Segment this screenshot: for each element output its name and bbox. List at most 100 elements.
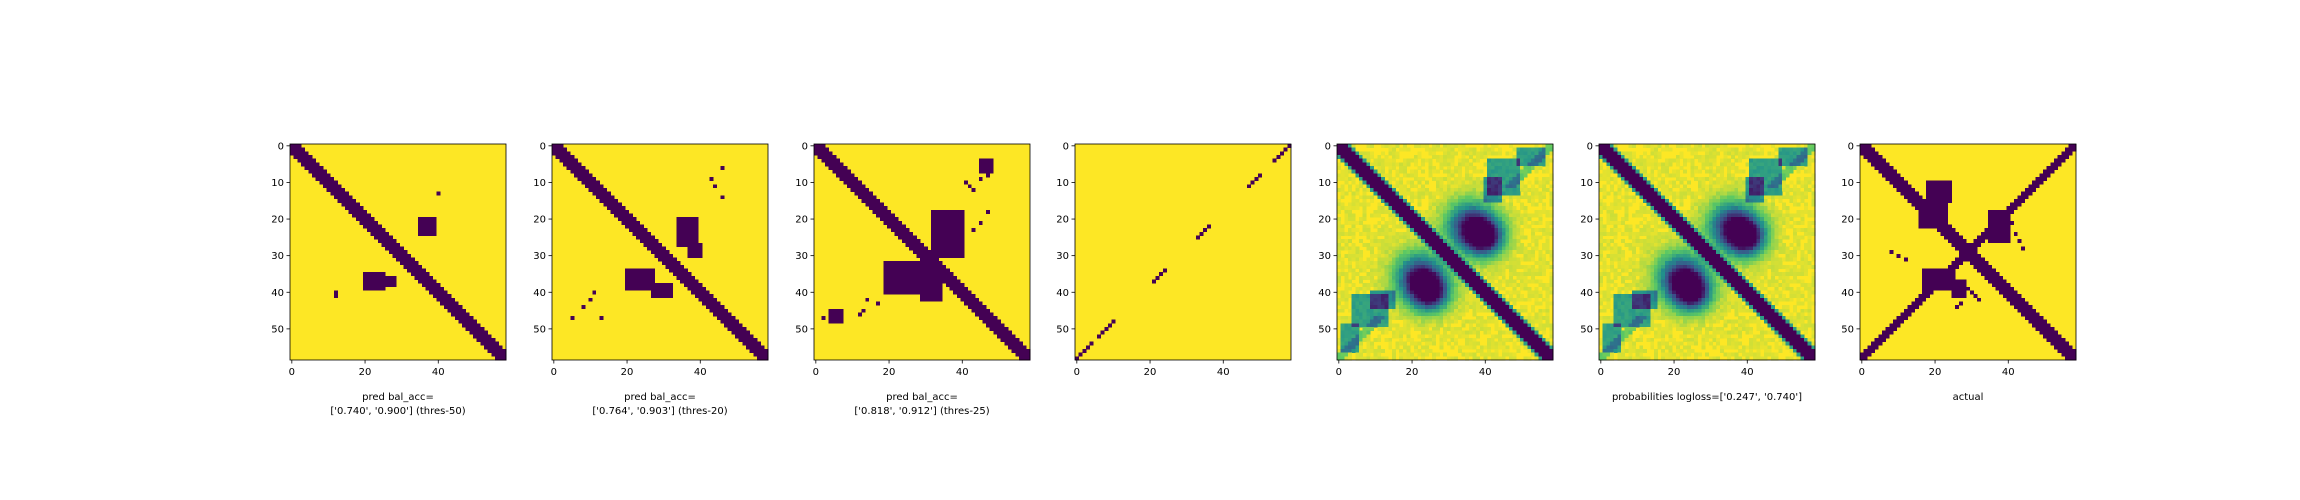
heatmap-cell bbox=[1450, 290, 1455, 295]
heatmap-cell bbox=[1465, 151, 1470, 156]
heatmap-cell bbox=[1337, 257, 1341, 262]
heatmap-cell bbox=[989, 312, 994, 317]
heatmap-cell bbox=[1446, 176, 1451, 181]
heatmap-cell bbox=[1476, 316, 1481, 321]
heatmap-cell bbox=[1402, 158, 1407, 163]
heatmap-cell bbox=[1366, 151, 1371, 156]
heatmap-cell bbox=[1395, 242, 1400, 247]
heatmap-cell bbox=[920, 242, 925, 247]
heatmap-cell bbox=[1708, 162, 1713, 167]
heatmap-cell bbox=[1410, 250, 1415, 255]
heatmap-cell bbox=[956, 279, 961, 284]
heatmap-cell bbox=[1628, 187, 1633, 192]
heatmap-cell bbox=[1476, 283, 1481, 288]
heatmap-cell bbox=[971, 301, 976, 306]
heatmap-cell bbox=[876, 198, 881, 203]
heatmap-cell bbox=[1774, 191, 1779, 196]
heatmap-cell bbox=[931, 239, 936, 244]
heatmap-cell bbox=[1527, 268, 1532, 273]
heatmap-cell bbox=[1355, 319, 1360, 324]
heatmap-cell bbox=[1542, 264, 1546, 269]
heatmap-cell bbox=[1366, 228, 1371, 233]
heatmap-cell bbox=[945, 217, 950, 222]
heatmap-cell bbox=[1741, 147, 1746, 152]
heatmap-cell bbox=[713, 308, 718, 313]
heatmap-cell bbox=[1344, 334, 1349, 339]
heatmap-cell bbox=[1388, 228, 1393, 233]
heatmap-cell bbox=[1675, 144, 1680, 148]
heatmap-cell bbox=[1778, 151, 1783, 156]
heatmap-cell bbox=[1424, 272, 1429, 277]
heatmap-cell bbox=[1523, 275, 1528, 280]
heatmap-cell bbox=[1439, 290, 1444, 295]
heatmap-cell bbox=[1399, 213, 1404, 218]
heatmap-cell bbox=[1490, 305, 1495, 310]
heatmap-cell bbox=[573, 158, 578, 163]
heatmap-cell bbox=[1501, 239, 1506, 244]
heatmap-cell bbox=[1340, 224, 1345, 229]
heatmap-cell bbox=[1399, 294, 1404, 299]
heatmap-cell bbox=[1395, 209, 1400, 214]
heatmap-cell bbox=[1391, 283, 1396, 288]
heatmap-cell bbox=[927, 264, 932, 269]
heatmap-cell bbox=[1373, 242, 1378, 247]
heatmap-cell bbox=[1406, 231, 1411, 236]
heatmap-cell bbox=[1340, 158, 1345, 163]
heatmap-cell bbox=[374, 279, 379, 284]
heatmap-cell bbox=[934, 279, 939, 284]
heatmap-cell bbox=[846, 176, 851, 181]
heatmap-cell bbox=[1417, 231, 1422, 236]
heatmap-cell bbox=[1461, 144, 1466, 148]
heatmap-cell bbox=[1439, 239, 1444, 244]
heatmap-cell bbox=[938, 294, 943, 299]
heatmap-cell bbox=[1384, 198, 1389, 203]
heatmap-cell bbox=[1369, 305, 1374, 310]
heatmap-cell bbox=[1443, 301, 1448, 306]
heatmap-cell bbox=[1609, 154, 1614, 159]
heatmap-cell bbox=[1479, 279, 1484, 284]
heatmap-cell bbox=[1358, 169, 1363, 174]
heatmap-cell bbox=[1428, 209, 1433, 214]
heatmap-cell bbox=[1454, 312, 1459, 317]
heatmap-cell bbox=[1542, 187, 1546, 192]
heatmap-cell bbox=[1373, 261, 1378, 266]
heatmap-cell bbox=[828, 316, 833, 321]
heatmap-cell bbox=[1373, 316, 1378, 321]
heatmap-cell bbox=[1650, 173, 1655, 178]
heatmap-cell bbox=[1512, 341, 1517, 346]
heatmap-cell bbox=[1531, 294, 1535, 299]
heatmap-cell bbox=[920, 272, 925, 277]
heatmap-cell bbox=[1435, 198, 1440, 203]
heatmap-cell bbox=[1620, 169, 1625, 174]
heatmap-cell bbox=[1505, 184, 1510, 189]
heatmap-cell bbox=[1523, 327, 1528, 332]
heatmap-cell bbox=[1705, 144, 1710, 148]
heatmap-cell bbox=[1432, 279, 1437, 284]
heatmap-cell bbox=[1450, 162, 1455, 167]
heatmap-cell bbox=[1391, 158, 1396, 163]
heatmap-cell bbox=[1373, 338, 1378, 342]
heatmap-cell bbox=[1344, 169, 1349, 174]
heatmap-cell bbox=[691, 246, 696, 251]
heatmap-cell bbox=[1388, 173, 1393, 178]
heatmap-cell bbox=[344, 191, 349, 196]
heatmap-cell bbox=[1439, 224, 1444, 229]
heatmap-cell bbox=[1620, 162, 1625, 167]
heatmap-cell bbox=[388, 242, 393, 247]
heatmap-cell bbox=[1490, 191, 1495, 196]
heatmap-cell bbox=[1428, 202, 1433, 207]
heatmap-cell bbox=[1705, 162, 1710, 167]
heatmap-cell bbox=[300, 154, 305, 159]
heatmap-cell bbox=[1457, 330, 1462, 335]
heatmap-cell bbox=[1450, 169, 1455, 174]
heatmap-cell bbox=[676, 261, 681, 266]
heatmap-cell bbox=[1424, 261, 1429, 266]
heatmap-cell bbox=[330, 191, 335, 196]
heatmap-cell bbox=[1388, 250, 1393, 255]
heatmap-cell bbox=[1026, 349, 1031, 353]
heatmap-cell bbox=[344, 195, 349, 200]
heatmap-cell bbox=[894, 224, 899, 229]
heatmap-cell bbox=[1380, 275, 1385, 280]
heatmap-cell bbox=[584, 169, 589, 174]
